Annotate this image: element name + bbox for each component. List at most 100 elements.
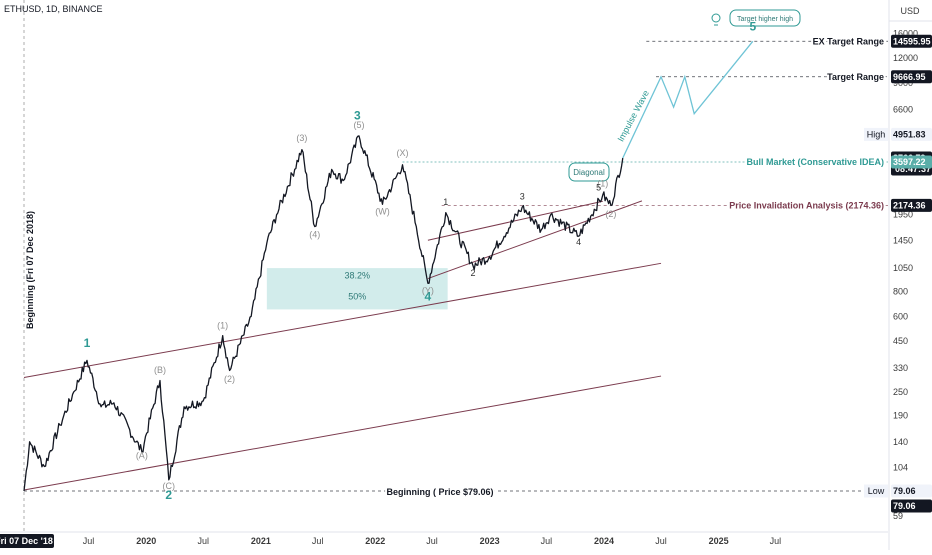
projection-path[interactable] [622,40,754,159]
level-label: EX Target Range [813,36,884,46]
price-tag-box [891,499,932,513]
wave-label-minor: (5) [353,120,364,130]
price-tick-label: 16000 [893,28,918,38]
side-label: Low [868,486,885,496]
beginning-vertical-label: Beginning (Fri 07 Dec 2018) [25,211,35,329]
time-tick-label: Jul [312,536,324,546]
price-tick-label: 104 [893,462,908,472]
level-label: Price Invalidation Analysis (2174.36) [729,200,884,210]
time-tick-label: 2022 [365,536,385,546]
price-axis-panel [889,0,932,550]
time-tick-label: 2023 [480,536,500,546]
price-series-line[interactable] [23,135,624,492]
level-label: Beginning ( Price $79.06) [386,487,493,497]
price-tag[interactable]: 3597.22 [891,155,932,169]
price-tag[interactable]: 2174.36 [891,198,932,212]
wave-label-minor: (3) [296,133,307,143]
price-tag-box [891,70,932,84]
lightbulb-icon [711,13,721,23]
price-tag-value: 79.06 [893,486,916,496]
wave-label-major: 4 [425,290,432,304]
chart-title: ETHUSD, 1D, BINANCE [4,4,103,14]
fib-retracement-zone[interactable] [266,268,448,310]
trend-channel-line[interactable] [23,262,662,379]
price-tick-label: 59 [893,511,903,521]
price-tag-box [891,484,932,498]
price-tick-label: 6600 [893,105,913,115]
side-label-box [864,484,888,498]
level-label: Bull Market (Conservative IDEA) [746,157,884,167]
price-tag[interactable]: 79.06 Low [864,484,932,498]
price-axis-unit: USD [900,6,920,16]
wave-label-sub: 2 [471,268,476,278]
time-tick-label: 2021 [251,536,271,546]
price-tick-label: 250 [893,387,908,397]
price-tag-value: 9666.95 [893,72,926,82]
target-bubble[interactable] [729,9,801,27]
price-tick-label: 12000 [893,53,918,63]
wave-label-minor: (B) [154,365,166,375]
price-tick-label: 330 [893,363,908,373]
wave-label-sub: 5 [596,183,601,193]
side-label-box [864,127,888,141]
price-tag-countdown: 08:47:37 [895,164,931,174]
time-cursor-box [0,534,54,548]
time-tick-label: Jul [83,536,95,546]
time-tick-label: Jul [655,536,667,546]
price-tag-value: 14595.95 [893,36,931,46]
price-tag-value: 4951.83 [893,129,926,139]
time-tick-label: Jul [426,536,438,546]
diagonal-label: Diagonal [573,168,605,177]
wave-label-minor: (2) [224,374,235,384]
diagonal-bubble[interactable] [568,162,610,182]
wave-label-minor: (4) [309,229,320,239]
wave-label-minor: (A) [136,451,148,461]
wave-label-minor: (Y) [422,286,434,296]
wave-label-minor: (1) [217,321,228,331]
wave-label-sub: 4 [576,237,581,247]
price-tick-label: 140 [893,437,908,447]
wave-label-major: 3 [354,108,361,122]
level-label: Target Range [827,72,884,82]
wave-label-minor: (W) [375,207,390,217]
trend-channel-line[interactable] [427,200,643,280]
time-tick-label: Jul [197,536,209,546]
price-tick-label: 1450 [893,235,913,245]
price-tag[interactable]: 14595.95 [891,34,932,48]
price-tick-label: 1950 [893,210,913,220]
price-tag-box [891,198,932,212]
wave-label-minor: (2) [605,209,616,219]
price-tick-label: 450 [893,336,908,346]
price-tag[interactable]: 9666.95 [891,70,932,84]
wave-label-minor: (1) [597,179,608,189]
trend-channel-line[interactable] [427,200,603,241]
price-tick-label: 190 [893,410,908,420]
target-bubble-label: Target higher high [737,16,793,23]
price-tag-value: 79.06 [893,501,916,511]
price-tag[interactable]: 79.06 [891,499,932,513]
time-tick-label: 2020 [136,536,156,546]
price-tag-value: 2174.36 [893,200,926,210]
trend-channel-line[interactable] [23,375,662,491]
price-tag-value: 3597.22 [893,157,926,167]
time-tick-label: Fri 07 Dec '18 [0,536,53,546]
wave-label-major: 2 [165,488,172,502]
fib-label: 50% [348,291,366,301]
wave-label-major: 1 [84,336,91,350]
side-label: High [867,129,886,139]
wave-label-minor: (X) [397,148,409,158]
price-tag-box [891,155,932,169]
time-tick-label: 2024 [594,536,614,546]
fib-label: 38.2% [344,271,370,281]
price-tag-box [891,127,932,141]
wave-label-sub: 1 [443,197,448,207]
wave-label-sub: 3 [520,191,525,201]
price-tag-box [891,34,932,48]
price-tag[interactable]: 4951.83 High [864,127,932,141]
wave-label-major: 5 [749,20,756,34]
price-tick-label: 600 [893,311,908,321]
price-tick-label: 800 [893,287,908,297]
